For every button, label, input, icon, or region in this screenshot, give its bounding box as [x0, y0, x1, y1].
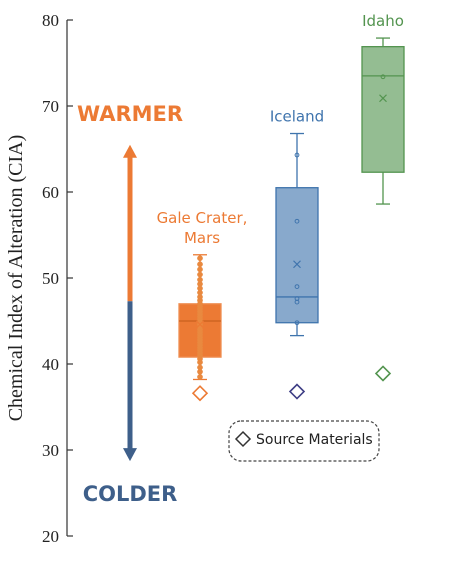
data-point	[294, 296, 300, 302]
box-group: Gale Crater, Mars	[157, 209, 248, 381]
interquartile-box	[275, 187, 319, 324]
data-point	[197, 261, 203, 268]
warmer-arrowhead	[123, 144, 137, 158]
category-label: Gale Crater,	[157, 209, 248, 227]
mean-marker	[293, 260, 301, 269]
source-material-marker	[374, 365, 392, 382]
data-point	[197, 276, 203, 283]
source-material-markers	[191, 365, 392, 402]
category-label: Iceland	[270, 108, 324, 126]
y-tick-label: 20	[42, 527, 59, 546]
legend: Source Materials	[228, 420, 380, 462]
interquartile-box	[361, 46, 405, 173]
legend-diamond-marker	[234, 430, 252, 448]
y-tick-label: 70	[42, 97, 59, 116]
y-tick-label: 40	[42, 355, 59, 374]
data-point	[294, 152, 300, 158]
data-point	[197, 364, 203, 371]
temperature-arrow	[123, 144, 137, 462]
mean-marker	[196, 320, 204, 329]
category-label: Idaho	[362, 12, 404, 30]
data-point	[197, 271, 203, 278]
y-tick-label: 80	[42, 11, 59, 30]
y-tick-label: 60	[42, 183, 59, 202]
y-tick-label: 50	[42, 269, 59, 288]
data-point	[197, 255, 203, 262]
box-series: Gale Crater, Mars Iceland Idaho	[157, 12, 405, 381]
data-point	[294, 218, 300, 224]
data-point	[197, 374, 203, 380]
data-point	[294, 320, 300, 326]
colder-arrowhead	[123, 448, 137, 462]
warmer-label: WARMER	[77, 102, 183, 126]
y-axis-label: Chemical Index of Alteration (CIA)	[5, 135, 27, 422]
category-label: Mars	[184, 229, 220, 247]
box-group: Iceland	[270, 108, 324, 337]
legend-frame	[228, 420, 380, 462]
source-material-marker	[191, 385, 209, 402]
y-tick-label: 30	[42, 441, 59, 460]
source-material-marker	[288, 383, 306, 400]
y-axis-ticks: 20 30 40 50 60 70 80	[42, 11, 73, 546]
mean-marker	[379, 94, 387, 103]
box-group: Idaho	[361, 12, 405, 205]
data-point	[380, 74, 386, 80]
colder-label: COLDER	[83, 482, 178, 506]
data-point	[294, 284, 300, 290]
data-point	[197, 266, 203, 273]
legend-label: Source Materials	[256, 432, 373, 448]
